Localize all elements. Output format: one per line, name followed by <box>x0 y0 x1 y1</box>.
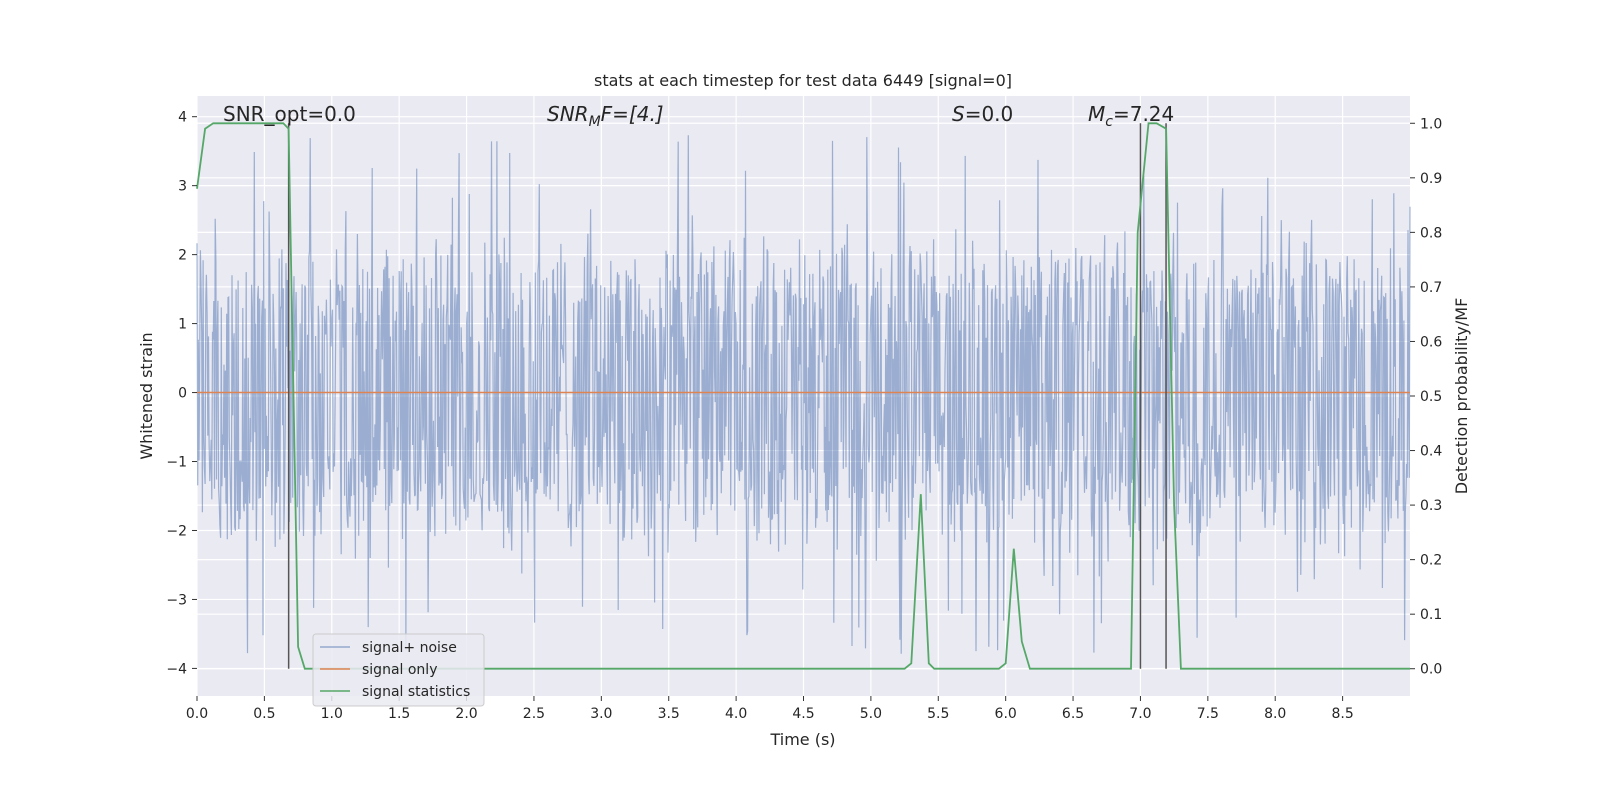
x-tick-label: 2.5 <box>523 706 545 722</box>
x-tick-label: 6.5 <box>1062 706 1084 722</box>
x-tick-label: 7.5 <box>1197 706 1219 722</box>
y-right-tick-label: 0.5 <box>1420 389 1442 405</box>
noise-series <box>196 135 1411 654</box>
y-left-tick-label: 4 <box>178 110 187 126</box>
x-tick-label: 6.0 <box>995 706 1017 722</box>
x-tick-label: 7.0 <box>1129 706 1151 722</box>
y-right-tick-label: 0.1 <box>1420 607 1442 623</box>
y-right-tick-label: 0.6 <box>1420 334 1442 350</box>
legend-box <box>312 633 485 707</box>
y-left-tick-label: −3 <box>166 592 187 608</box>
legend-label-statistics: signal statistics <box>362 684 470 700</box>
y-left-tick-label: −1 <box>166 455 187 471</box>
noise-line <box>196 135 1411 654</box>
x-tick-label: 5.0 <box>860 706 882 722</box>
y-right-tick-label: 0.9 <box>1420 171 1442 187</box>
vertical-markers <box>287 123 1167 669</box>
y-left-tick-label: 3 <box>178 179 187 195</box>
y-right-axis-label: Detection probability/MF <box>1452 298 1471 495</box>
legend: signal+ noise signal only signal statist… <box>312 633 485 707</box>
x-tick-label: 1.5 <box>388 706 410 722</box>
y-left-axis-label: Whitened strain <box>137 332 156 459</box>
x-tick-label: 4.5 <box>792 706 814 722</box>
x-tick-label: 8.5 <box>1331 706 1353 722</box>
y-right-ticks: 1.0 0.9 0.8 0.7 0.6 0.5 0.4 0.3 0.2 0.1 0.0 <box>1410 116 1442 678</box>
annotation-snr-opt: SNR_opt=0.0 <box>223 102 356 126</box>
x-tick-label: 5.5 <box>927 706 949 722</box>
statistics-line <box>196 122 1410 670</box>
x-tick-label: 1.0 <box>321 706 343 722</box>
legend-label-signal: signal only <box>362 662 437 678</box>
y-right-tick-label: 1.0 <box>1420 116 1442 132</box>
statistics-series <box>196 122 1410 670</box>
x-tick-label: 3.5 <box>658 706 680 722</box>
annotation-mc: Mc=7.24 <box>1088 102 1174 130</box>
legend-label-noise: signal+ noise <box>362 640 457 656</box>
y-right-tick-label: 0.7 <box>1420 280 1442 296</box>
y-left-tick-label: 0 <box>178 386 187 402</box>
x-tick-label: 3.0 <box>590 706 612 722</box>
x-axis-label: Time (s) <box>769 730 835 749</box>
x-tick-label: 2.0 <box>455 706 477 722</box>
y-left-ticks: 4 3 2 1 0 −1 −2 −3 −4 <box>166 110 197 677</box>
y-right-tick-label: 0.8 <box>1420 225 1442 241</box>
x-tick-label: 0.5 <box>253 706 275 722</box>
y-left-tick-label: −2 <box>166 523 187 539</box>
y-right-tick-label: 0.0 <box>1420 662 1442 678</box>
x-ticks: 0.0 0.5 1.0 1.5 2.0 2.5 3.0 3.5 4.0 4.5 5.0 5.5 6.0 6… <box>186 696 1354 722</box>
y-left-tick-label: 2 <box>178 248 187 264</box>
annotation-snr-mf: SNRMF=[4.] <box>547 102 664 130</box>
y-right-tick-label: 0.3 <box>1420 498 1442 514</box>
y-left-tick-label: 1 <box>178 317 187 333</box>
annotation-s: S=0.0 <box>952 102 1013 126</box>
y-left-tick-label: −4 <box>166 661 187 677</box>
chart-title: stats at each timestep for test data 644… <box>594 71 1012 90</box>
x-tick-label: 0.0 <box>186 706 208 722</box>
x-tick-label: 4.0 <box>725 706 747 722</box>
x-tick-label: 8.0 <box>1264 706 1286 722</box>
y-right-tick-label: 0.4 <box>1420 444 1442 460</box>
y-right-tick-label: 0.2 <box>1420 553 1442 569</box>
